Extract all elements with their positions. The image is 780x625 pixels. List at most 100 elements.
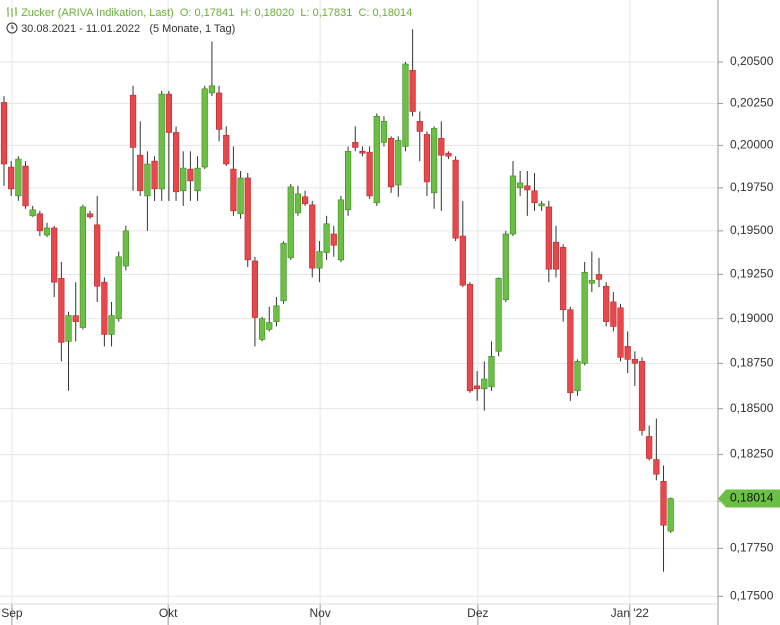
candle-body: [617, 307, 624, 358]
ohlc-label: C: 0,18014: [358, 7, 413, 19]
candle-body: [8, 166, 15, 190]
y-tick-label: 0,20000: [730, 138, 774, 152]
range-line: 30.08.2021 - 11.01.2022 (5 Monate, 1 Tag…: [6, 22, 235, 35]
last-price-label: 0,18014: [730, 491, 774, 505]
candle-body: [352, 142, 359, 148]
candle-body: [122, 230, 129, 267]
candle-body: [588, 279, 595, 284]
candle-body: [452, 159, 459, 239]
candle-body: [294, 193, 302, 214]
candle-body: [395, 140, 402, 186]
candle-body: [266, 322, 273, 330]
y-tick-label: 0,20500: [730, 54, 774, 68]
candle-body: [545, 206, 552, 270]
x-tick-label: Sep: [1, 606, 23, 620]
candle-body: [94, 224, 101, 287]
candle-body: [653, 459, 660, 475]
candle-body: [237, 177, 244, 215]
candle-body: [244, 177, 251, 261]
candle-body: [251, 260, 259, 318]
y-tick-label: 0,17500: [730, 588, 774, 602]
candle-body: [431, 128, 438, 194]
last-price-marker: [718, 489, 780, 508]
candle-body: [36, 213, 43, 232]
candle-body: [438, 138, 445, 156]
candle-body: [316, 251, 323, 269]
candle-body: [323, 223, 330, 253]
candle-body: [309, 204, 316, 269]
header-line: Zucker (ARIVA Indikation, Last) O: 0,178…: [6, 6, 412, 19]
ohlc-label: H: 0,18020: [240, 7, 295, 19]
candle-body: [509, 175, 517, 235]
candle-body: [165, 93, 172, 133]
candle-body: [423, 134, 431, 183]
y-tick-label: 0,18250: [730, 447, 774, 461]
ohlc-label: O: 0,17841: [179, 7, 235, 19]
candle-body: [373, 116, 380, 204]
candle-body: [201, 88, 208, 168]
y-tick-label: 0,19750: [730, 180, 774, 194]
candle-body: [15, 158, 22, 197]
candle-body: [151, 160, 158, 190]
candle-body: [43, 227, 51, 236]
y-tick-label: 0,19500: [730, 223, 774, 237]
candle-body: [301, 196, 309, 205]
candle-body: [101, 281, 108, 335]
candle-body: [65, 315, 72, 342]
candle-body: [108, 315, 115, 335]
candle-body: [595, 274, 603, 280]
candle-body: [495, 278, 502, 352]
candle-body: [667, 498, 674, 532]
candle-body: [502, 233, 509, 301]
candle-body: [79, 206, 86, 328]
candle-body: [624, 346, 631, 360]
y-tick-label: 0,18750: [730, 355, 774, 369]
candle-body: [22, 165, 29, 207]
candle-body: [330, 233, 337, 246]
candle-body: [129, 94, 137, 148]
candle-body: [223, 134, 230, 165]
period: (5 Monate, 1 Tag): [149, 23, 236, 35]
x-tick-label: Dez: [467, 606, 488, 620]
candle-body: [158, 93, 165, 190]
y-tick-label: 0,18500: [730, 401, 774, 415]
candle-body: [560, 247, 567, 311]
candle-body: [402, 63, 409, 147]
candle-body: [524, 185, 531, 191]
candle-body: [474, 385, 481, 390]
date-range: 30.08.2021 - 11.01.2022: [21, 23, 141, 35]
candle-body: [137, 154, 144, 192]
candle-body: [574, 361, 581, 392]
candle-body: [631, 359, 638, 364]
candle-body: [567, 309, 574, 394]
candle-body: [531, 190, 538, 204]
candle-body: [72, 315, 79, 322]
candle-body: [287, 186, 294, 259]
candle-body: [638, 361, 646, 431]
chart-icon: [7, 7, 17, 17]
candle-body: [581, 272, 588, 364]
candle-body: [488, 355, 495, 388]
candle-body: [660, 481, 667, 526]
clock-icon: [6, 22, 18, 34]
ohlc-label: L: 0,17831: [300, 7, 353, 19]
candle-body: [230, 168, 237, 212]
candle-body: [215, 92, 223, 130]
y-tick-label: 0,19000: [730, 311, 774, 325]
candle-body: [538, 203, 545, 207]
x-tick-label: Nov: [309, 606, 330, 620]
candle-body: [646, 436, 653, 459]
candle-body: [273, 305, 280, 322]
candle-body: [517, 182, 524, 189]
candle-body: [416, 121, 423, 132]
candle-body: [359, 151, 366, 154]
y-tick-label: 0,17750: [730, 541, 774, 555]
candle-body: [380, 121, 388, 143]
y-tick-label: 0,19250: [730, 267, 774, 281]
candle-body: [258, 318, 266, 340]
candle-body: [208, 85, 216, 94]
candle-body: [86, 213, 94, 218]
x-tick-label: Jan '22: [611, 606, 650, 620]
